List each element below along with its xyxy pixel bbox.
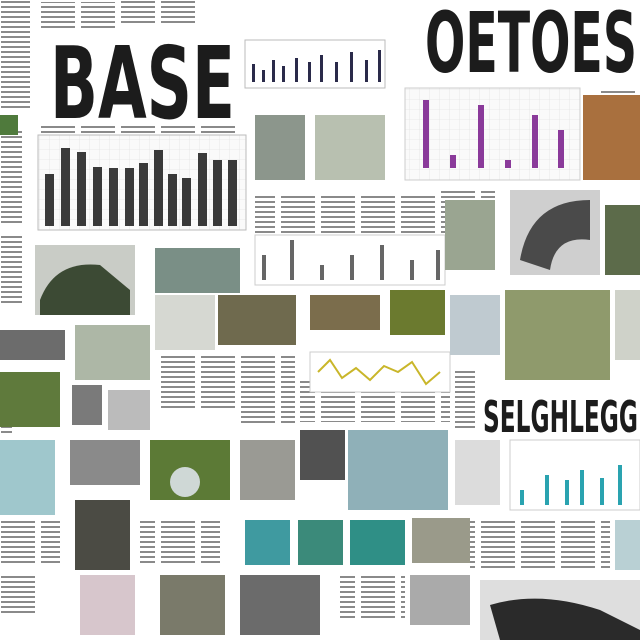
headline-word: SELGHLEGG xyxy=(483,392,638,443)
chart-image xyxy=(509,439,640,511)
chart-image xyxy=(254,234,446,286)
chart-image xyxy=(404,87,581,181)
chart-image xyxy=(244,39,386,89)
bar-chart-image xyxy=(37,134,247,231)
photo-tiles xyxy=(0,95,640,640)
headline-word: BASE xyxy=(50,25,235,142)
headline-word: OETOES xyxy=(425,0,637,92)
chart-image xyxy=(309,351,451,393)
